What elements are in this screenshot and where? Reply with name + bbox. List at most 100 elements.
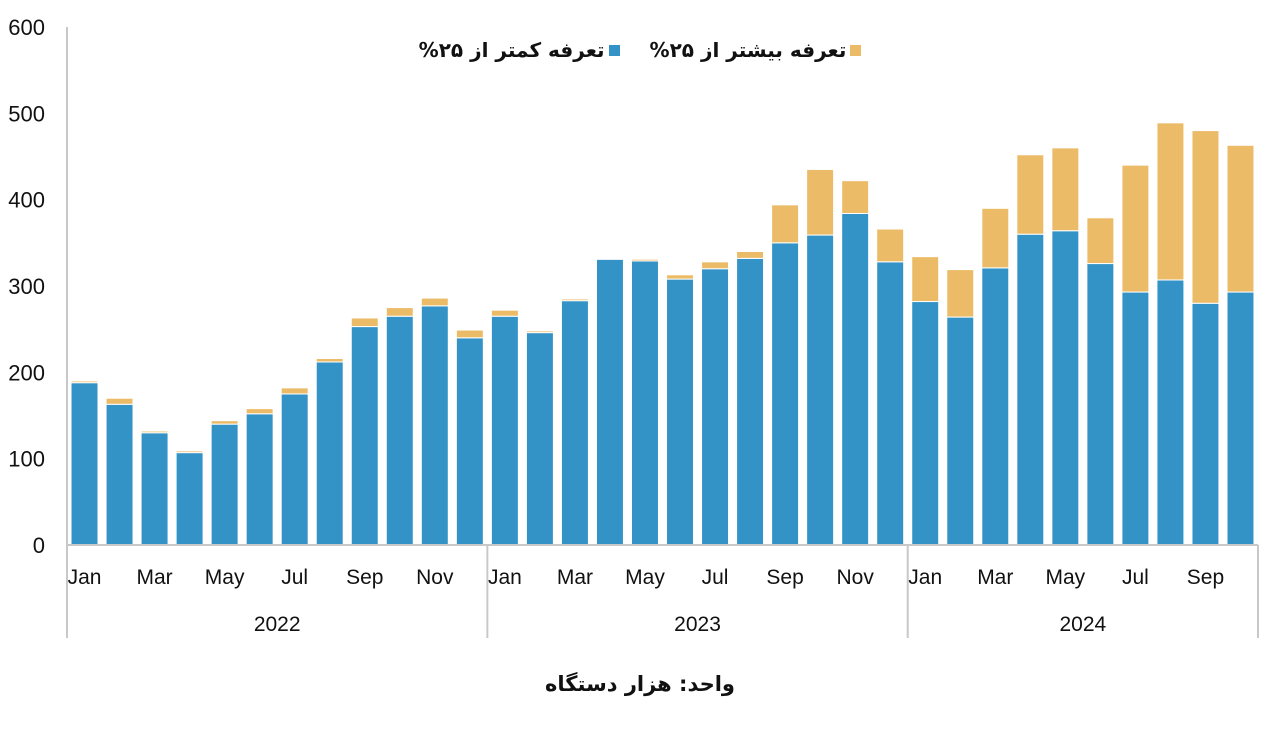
bar-low-tariff-2023-06 xyxy=(666,278,695,546)
x-tick-label-2024-Sep: Sep xyxy=(1187,566,1224,589)
legend-label-high-tariff: تعرفه بیشتر از ۲۵% xyxy=(649,38,847,62)
bar-low-tariff-2024-10 xyxy=(1226,291,1255,546)
y-tick-label: 0 xyxy=(33,533,45,558)
x-tick-label-2024-May: May xyxy=(1045,566,1085,589)
y-tick-label: 300 xyxy=(8,274,45,299)
x-tick-label-2023-Jul: Jul xyxy=(702,566,729,589)
legend-item-high-tariff: تعرفه بیشتر از ۲۵% xyxy=(650,38,862,62)
bar-high-tariff-2024-09 xyxy=(1191,130,1220,304)
bar-high-tariff-2024-04 xyxy=(1016,154,1045,235)
bar-low-tariff-2024-05 xyxy=(1051,230,1080,546)
bar-low-tariff-2024-07 xyxy=(1121,291,1150,546)
y-tick-label: 100 xyxy=(8,447,45,472)
bar-low-tariff-2024-01 xyxy=(911,301,940,546)
bar-high-tariff-2022-05 xyxy=(210,420,239,425)
bar-low-tariff-2024-04 xyxy=(1016,233,1045,546)
x-tick-label-2024-Jul: Jul xyxy=(1122,566,1149,589)
legend-swatch-high-tariff xyxy=(850,44,862,56)
bar-low-tariff-2022-05 xyxy=(210,423,239,546)
bar-low-tariff-2024-08 xyxy=(1156,279,1185,546)
x-tick-label-2023-Mar: Mar xyxy=(557,566,593,589)
bar-high-tariff-2024-02 xyxy=(946,269,975,318)
bar-high-tariff-2023-02 xyxy=(525,330,554,334)
bar-low-tariff-2023-04 xyxy=(595,258,624,546)
bar-high-tariff-2023-11 xyxy=(841,180,870,214)
bar-high-tariff-2022-09 xyxy=(350,317,379,328)
bar-high-tariff-2023-04 xyxy=(595,257,624,260)
x-tick-label-2022-Sep: Sep xyxy=(346,566,383,589)
bar-high-tariff-2024-07 xyxy=(1121,164,1150,293)
bar-high-tariff-2023-01 xyxy=(490,309,519,317)
bar-high-tariff-2023-10 xyxy=(806,168,835,236)
x-tick-label-2023-Jan: Jan xyxy=(488,566,522,589)
bar-low-tariff-2023-01 xyxy=(490,315,519,546)
bar-low-tariff-2023-05 xyxy=(630,260,659,546)
x-tick-label-2022-Mar: Mar xyxy=(136,566,172,589)
bar-high-tariff-2024-10 xyxy=(1226,144,1255,293)
bar-high-tariff-2024-05 xyxy=(1051,147,1080,232)
bar-high-tariff-2022-03 xyxy=(140,430,169,434)
x-year-label-2022: 2022 xyxy=(254,613,301,636)
bar-high-tariff-2023-05 xyxy=(630,258,659,262)
x-tick-label-2022-May: May xyxy=(205,566,245,589)
bar-high-tariff-2024-06 xyxy=(1086,217,1115,265)
x-tick-label-2022-Jul: Jul xyxy=(281,566,308,589)
bar-high-tariff-2022-11 xyxy=(420,297,449,307)
bar-low-tariff-2022-03 xyxy=(140,432,169,546)
legend-label-low-tariff: تعرفه کمتر از ۲۵% xyxy=(418,38,605,62)
legend-swatch-low-tariff xyxy=(608,44,620,56)
x-tick-label-2022-Nov: Nov xyxy=(416,566,454,589)
y-tick-label: 400 xyxy=(8,188,45,213)
bar-low-tariff-2023-02 xyxy=(525,332,554,546)
legend-item-low-tariff: تعرفه کمتر از ۲۵% xyxy=(419,38,620,62)
bar-low-tariff-2022-02 xyxy=(105,403,134,546)
y-tick-label: 600 xyxy=(8,15,45,40)
bar-high-tariff-2024-08 xyxy=(1156,122,1185,281)
bar-low-tariff-2023-07 xyxy=(701,268,730,546)
bar-low-tariff-2024-02 xyxy=(946,316,975,546)
bar-low-tariff-2023-12 xyxy=(876,261,905,546)
bar-high-tariff-2022-12 xyxy=(455,329,484,339)
bar-low-tariff-2022-07 xyxy=(280,393,309,546)
bar-low-tariff-2023-10 xyxy=(806,234,835,546)
x-tick-label-2023-Sep: Sep xyxy=(766,566,803,589)
x-year-label-2023: 2023 xyxy=(674,613,721,636)
bar-low-tariff-2023-09 xyxy=(771,242,800,546)
bar-high-tariff-2022-10 xyxy=(385,307,414,317)
bar-low-tariff-2022-12 xyxy=(455,337,484,546)
bar-high-tariff-2023-07 xyxy=(701,261,730,270)
x-tick-label-2024-Jan: Jan xyxy=(908,566,942,589)
bar-low-tariff-2024-09 xyxy=(1191,302,1220,546)
y-tick-label: 500 xyxy=(8,101,45,126)
bar-low-tariff-2022-09 xyxy=(350,326,379,546)
bar-high-tariff-2022-07 xyxy=(280,387,309,395)
bar-high-tariff-2024-03 xyxy=(981,207,1010,269)
bar-low-tariff-2022-06 xyxy=(245,413,274,546)
bar-high-tariff-2022-02 xyxy=(105,397,134,405)
bar-low-tariff-2024-03 xyxy=(981,267,1010,546)
x-tick-label-2024-Mar: Mar xyxy=(977,566,1013,589)
bar-low-tariff-2024-06 xyxy=(1086,263,1115,546)
x-tick-label-2022-Jan: Jan xyxy=(68,566,102,589)
bar-high-tariff-2022-06 xyxy=(245,408,274,415)
bar-low-tariff-2022-04 xyxy=(175,452,204,546)
bar-low-tariff-2022-01 xyxy=(70,382,99,546)
unit-note: واحد: هزار دستگاه xyxy=(545,672,735,696)
x-tick-label-2023-May: May xyxy=(625,566,665,589)
x-year-label-2024: 2024 xyxy=(1059,613,1106,636)
legend: تعرفه بیشتر از ۲۵% تعرفه کمتر از ۲۵% xyxy=(0,38,1280,62)
bar-high-tariff-2022-01 xyxy=(70,380,99,384)
bar-low-tariff-2022-11 xyxy=(420,305,449,546)
bar-high-tariff-2023-12 xyxy=(876,228,905,263)
bar-low-tariff-2023-08 xyxy=(736,257,765,546)
bar-high-tariff-2023-03 xyxy=(560,298,589,302)
bar-high-tariff-2024-01 xyxy=(911,256,940,303)
bar-high-tariff-2022-08 xyxy=(315,358,344,363)
bar-low-tariff-2022-10 xyxy=(385,315,414,546)
bar-low-tariff-2022-08 xyxy=(315,361,344,546)
bar-low-tariff-2023-03 xyxy=(560,300,589,546)
bar-high-tariff-2022-04 xyxy=(175,450,204,454)
bar-high-tariff-2023-06 xyxy=(666,274,695,280)
bar-low-tariff-2023-11 xyxy=(841,212,870,546)
